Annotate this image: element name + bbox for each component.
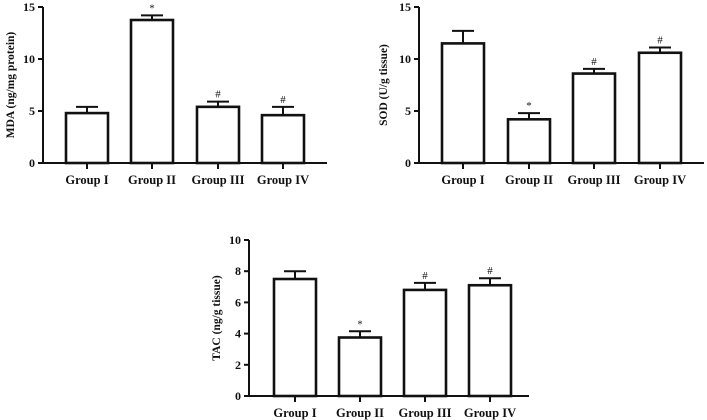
x-tick-label: Group II: [128, 173, 176, 187]
sod-chart: SOD (U/g tissue) 0 5 10 15 Group I Group II * G…: [0, 0, 707, 200]
x-tick-label: Group IV: [257, 173, 309, 187]
bar-group-iii: [571, 72, 617, 165]
mda-chart-svg: MDA (ng/mg protein) 0 5 10 15 Group I Group I…: [5, 0, 327, 187]
y-tick-label: 10: [229, 233, 241, 247]
significance-marker: #: [657, 35, 663, 47]
y-tick-label: 0: [235, 389, 241, 403]
sod-chart-svg: SOD (U/g tissue) 0 5 10 15 Group I Group II * G…: [378, 0, 704, 187]
significance-marker: *: [357, 318, 363, 330]
y-tick-label: 10: [23, 52, 35, 66]
significance-marker: *: [149, 2, 155, 14]
x-tick-label: Group III: [192, 173, 245, 187]
y-axis-label: MDA (ng/mg protein): [5, 32, 17, 139]
x-tick-label: Group IV: [634, 173, 686, 187]
bar-group-ii: [337, 336, 383, 398]
x-tick-label: Group II: [336, 406, 384, 420]
y-tick-label: 5: [405, 104, 411, 118]
significance-marker: #: [215, 89, 221, 101]
significance-marker: #: [487, 265, 493, 277]
y-tick-label: 0: [405, 156, 411, 170]
y-tick-label: 4: [235, 327, 241, 341]
significance-marker: #: [591, 56, 597, 68]
significance-marker: *: [526, 100, 532, 112]
y-tick-label: 0: [29, 156, 35, 170]
x-tick-label: Group I: [65, 173, 108, 187]
bar-group-ii: [129, 18, 175, 165]
y-tick-label: 15: [399, 0, 411, 14]
bar-group-iv: [637, 51, 683, 165]
y-tick-label: 6: [235, 295, 241, 309]
bar-group-iii: [402, 288, 448, 398]
y-tick-label: 15: [23, 0, 35, 14]
mda-chart: MDA (ng/mg protein) 0 5 10 15 Group I Group I…: [0, 0, 340, 200]
bar-group-i: [64, 111, 110, 165]
x-tick-label: Group I: [441, 173, 484, 187]
y-axis-label: TAC (ng/g tissue): [211, 275, 223, 361]
x-tick-label: Group III: [568, 173, 621, 187]
bar-group-ii: [506, 118, 552, 165]
significance-marker: #: [422, 270, 428, 282]
x-tick-label: Group II: [505, 173, 553, 187]
x-tick-label: Group IV: [464, 406, 516, 420]
x-tick-label: Group III: [399, 406, 452, 420]
y-tick-label: 8: [235, 264, 241, 278]
bar-group-iv: [467, 283, 513, 398]
y-tick-label: 10: [399, 52, 411, 66]
x-tick-label: Group I: [273, 406, 316, 420]
bar-group-i: [272, 277, 318, 398]
y-axis-label: SOD (U/g tissue): [378, 44, 390, 126]
significance-marker: #: [280, 94, 286, 106]
bar-group-iii: [195, 105, 241, 165]
bar-group-i: [440, 42, 486, 165]
y-tick-label: 5: [29, 104, 35, 118]
y-tick-label: 2: [235, 358, 241, 372]
bar-group-iv: [260, 113, 306, 165]
